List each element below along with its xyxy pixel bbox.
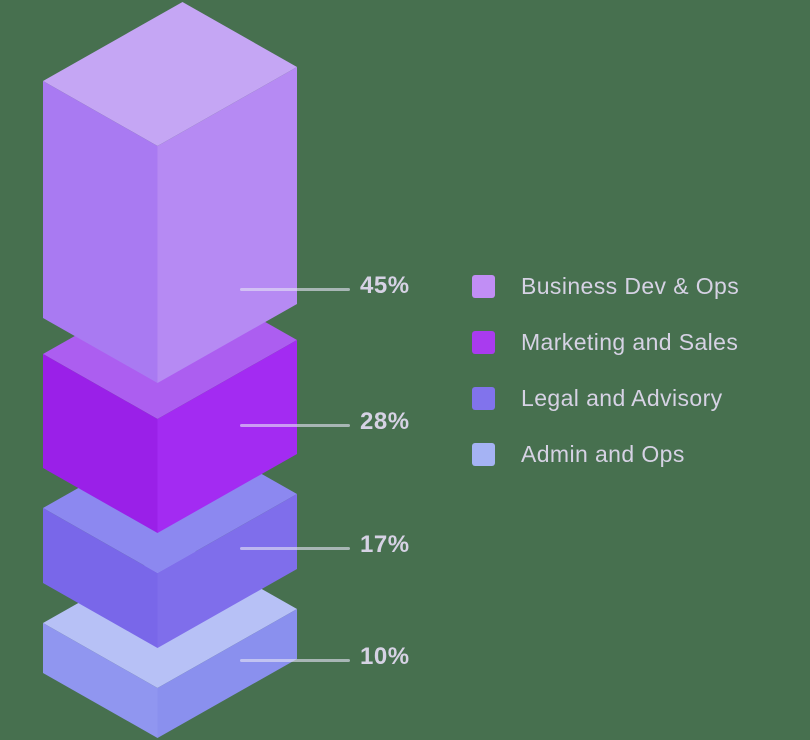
legend-label: Legal and Advisory	[521, 385, 723, 411]
block-left-face-28	[43, 354, 158, 533]
legend: Business Dev & Ops Marketing and Sales L…	[472, 275, 739, 499]
tick-line-10	[240, 659, 350, 662]
legend-item: Legal and Advisory	[472, 387, 739, 410]
tick-line-17	[240, 547, 350, 550]
block-right-face-28	[157, 340, 297, 533]
percent-label-45: 45%	[360, 272, 410, 299]
block-right-face-45	[157, 67, 297, 383]
legend-item: Marketing and Sales	[472, 331, 739, 354]
legend-swatch	[472, 275, 495, 298]
block-right-face-10	[157, 609, 297, 738]
legend-swatch	[472, 331, 495, 354]
tick-line-28	[240, 424, 350, 427]
legend-item: Admin and Ops	[472, 443, 739, 466]
block-left-face-45	[43, 81, 158, 383]
legend-swatch	[472, 387, 495, 410]
block-left-face-10	[43, 623, 158, 738]
block-right-face-17	[157, 494, 297, 648]
tick-line-45	[240, 288, 350, 291]
legend-item: Business Dev & Ops	[472, 275, 739, 298]
legend-label: Business Dev & Ops	[521, 273, 740, 299]
legend-swatch	[472, 443, 495, 466]
block-left-face-17	[43, 508, 158, 648]
legend-label: Marketing and Sales	[521, 329, 739, 355]
percent-label-10: 10%	[360, 643, 410, 670]
block-top-face-45	[43, 2, 297, 146]
percent-label-17: 17%	[360, 531, 410, 558]
percent-label-28: 28%	[360, 408, 410, 435]
legend-label: Admin and Ops	[521, 441, 685, 467]
